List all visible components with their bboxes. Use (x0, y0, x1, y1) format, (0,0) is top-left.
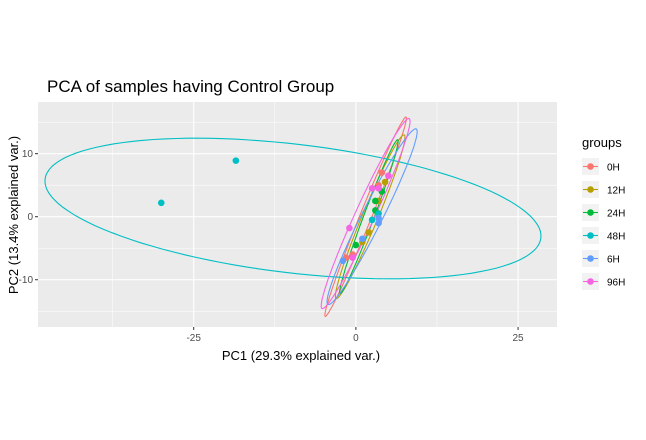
legend-label: 12H (607, 186, 625, 197)
ellipse-96h (320, 117, 411, 310)
legend-key-point (587, 255, 594, 262)
y-axis-title: PC2 (13.4% explained var.) (6, 136, 21, 294)
x-tick-label: 25 (513, 333, 525, 344)
point-96h (375, 185, 382, 192)
point-24h (372, 197, 379, 205)
y-tick-label: 0 (27, 212, 33, 223)
legend-key-point (587, 278, 594, 285)
y-tick-label: 10 (22, 149, 34, 160)
ellipse-0h (324, 116, 407, 317)
axis-ticks: -25 0 25 -10 0 10 (19, 149, 525, 344)
point-0h (378, 169, 386, 176)
legend-label: 96H (607, 278, 625, 289)
legend-label: 24H (607, 209, 625, 220)
panel-background (38, 102, 557, 327)
legend: groups 0H 12H 24H 48H 6H 96H (582, 135, 625, 290)
point-48h (368, 216, 376, 224)
point-96h (346, 224, 353, 232)
point-12h (365, 229, 373, 236)
point-96h (385, 172, 392, 180)
x-axis-title: PC1 (29.3% explained var.) (222, 348, 380, 363)
point-96h (349, 254, 356, 261)
point-96h (368, 185, 376, 192)
legend-title: groups (582, 135, 622, 150)
y-tick-label: -10 (19, 275, 34, 286)
legend-key-point (587, 232, 594, 239)
point-48h (157, 199, 165, 207)
chart-title: PCA of samples having Control Group (47, 77, 334, 96)
point-24h (352, 241, 360, 249)
point-12h (381, 178, 389, 186)
point-6h (339, 257, 347, 265)
confidence-ellipses (44, 116, 542, 317)
x-tick-label: -25 (186, 333, 201, 344)
point-6h (375, 219, 382, 227)
legend-label: 0H (607, 163, 620, 174)
data-points (157, 157, 392, 265)
legend-key-point (587, 209, 594, 216)
ellipse-48h (44, 137, 542, 280)
plot-panel (38, 102, 557, 327)
point-6h (375, 214, 382, 222)
legend-label: 48H (607, 232, 625, 243)
legend-key-point (587, 163, 594, 170)
point-48h (232, 157, 240, 164)
legend-key-point (587, 186, 594, 193)
x-tick-label: 0 (353, 333, 359, 344)
point-6h (359, 235, 366, 243)
legend-label: 6H (607, 255, 620, 266)
